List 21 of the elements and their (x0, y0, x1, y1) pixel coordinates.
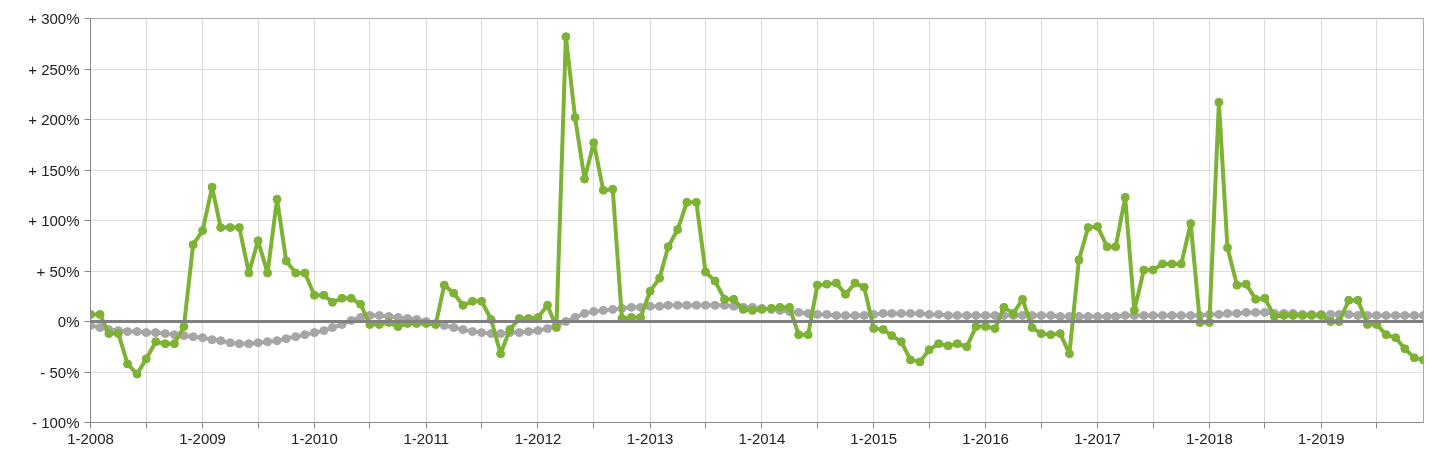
y-tick-label: - 100% (31, 414, 80, 431)
y-tick-label: 0% (57, 313, 80, 330)
y-tick-label: + 300% (28, 10, 80, 27)
x-tick-label: 1-2012 (514, 429, 562, 447)
x-tick-label: 1-2009 (179, 429, 226, 447)
x-tick-label: 1-2018 (1186, 429, 1233, 447)
y-tick-label: + 50% (36, 262, 80, 280)
x-tick-label: 1-2016 (962, 429, 1009, 447)
y-tick-label: + 150% (28, 161, 80, 179)
x-tick-label: 1-2011 (403, 429, 449, 447)
x-tick-label: 1-2014 (738, 429, 786, 447)
x-tick-label: 1-2017 (1074, 429, 1121, 447)
y-tick-label: + 250% (28, 60, 80, 78)
y-tick-label: + 100% (28, 212, 80, 229)
y-tick-label: - 50% (40, 363, 80, 381)
x-tick-label: 1-2013 (626, 429, 674, 447)
x-tick-label: 1-2015 (850, 429, 898, 447)
x-tick-label: 1-2019 (1297, 429, 1345, 447)
y-tick-label: + 200% (28, 111, 80, 128)
x-tick-label: 1-2008 (67, 429, 114, 447)
x-tick-label: 1-2010 (291, 429, 338, 447)
